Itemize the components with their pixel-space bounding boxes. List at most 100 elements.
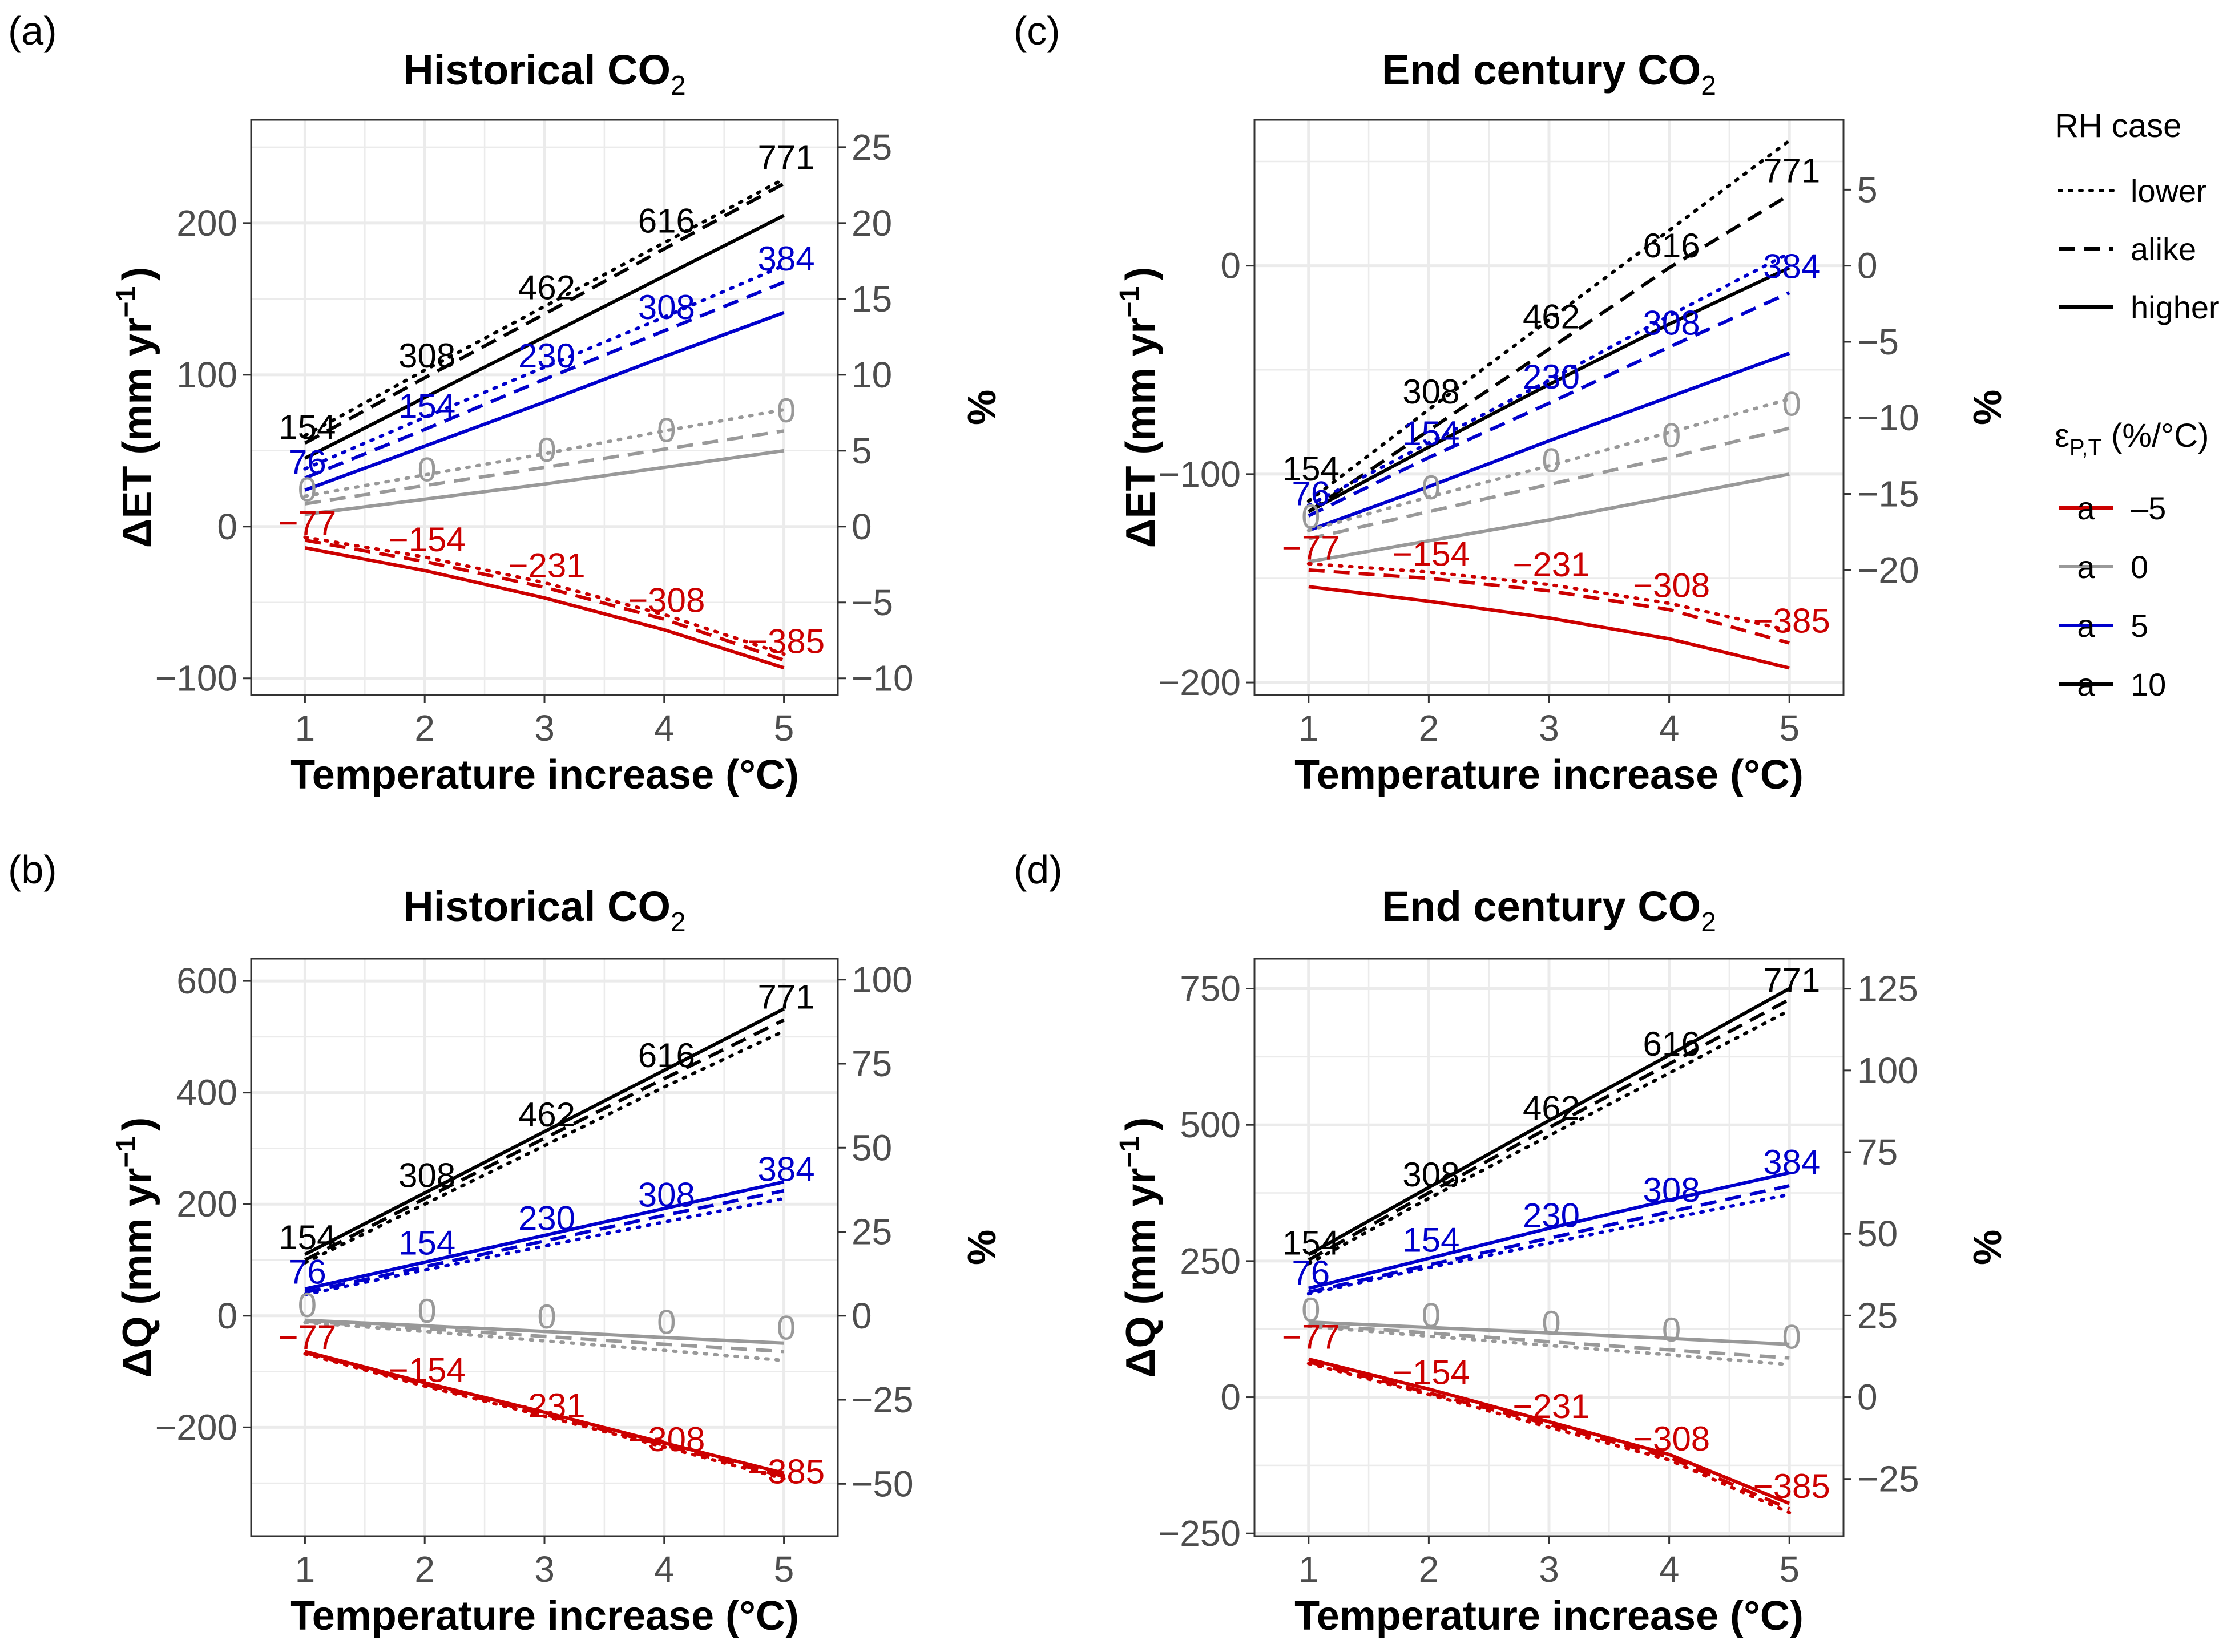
line-label-epsm5: −308: [628, 1420, 705, 1459]
line-label-epsm5: −385: [748, 1453, 825, 1491]
line-label-eps5: 308: [1643, 304, 1700, 342]
y-axis-title-end-d: ): [1118, 1117, 1164, 1131]
line-label-eps0: 0: [537, 1298, 556, 1336]
line-label-epsm5: −77: [279, 504, 337, 542]
grid-a: [251, 120, 838, 695]
line-label-eps10: 771: [1763, 961, 1820, 999]
legend-rh-item-alike: alike: [2059, 231, 2196, 267]
x-axis-title-a: Temperature increase (°C): [290, 752, 799, 798]
line-label-epsm5: −231: [508, 1387, 585, 1425]
panel-title-a: Historical CO2: [403, 46, 686, 101]
line-label-eps5: 308: [638, 1176, 695, 1214]
panel-title-main-d: End century CO: [1382, 883, 1701, 930]
line-label-eps5: 154: [398, 387, 455, 425]
series-line-eps5-higher: [304, 310, 785, 492]
line-label-eps0: 0: [1542, 441, 1560, 479]
series-line-eps10-alike: [1308, 997, 1790, 1262]
series-group-c: [1306, 139, 1792, 670]
y-tick-label: −200: [155, 1407, 237, 1448]
series-line-epsm5-higher: [304, 546, 785, 669]
y2-axis-title-a: %: [959, 390, 1004, 425]
y2-tick-label: −10: [1857, 397, 1919, 438]
line-label-eps0: 0: [298, 1286, 317, 1324]
line-label-eps5: 230: [1523, 358, 1580, 396]
y-tick-label: 0: [217, 1295, 237, 1336]
series-line-epsm5-alike: [304, 538, 785, 662]
line-label-epsm5: −231: [1512, 1387, 1589, 1425]
y2-tick-label: 50: [1857, 1213, 1898, 1254]
series-line-eps5-alike: [1308, 291, 1790, 518]
line-label-eps10: 308: [398, 1156, 455, 1194]
panel-title-d: End century CO2: [1382, 883, 1716, 938]
series-line-eps5-higher: [1308, 1171, 1790, 1290]
y2-tick-label: −50: [852, 1463, 914, 1504]
line-label-eps10: 771: [758, 978, 815, 1016]
line-label-eps0: 0: [298, 470, 317, 508]
line-label-eps5: 308: [1643, 1171, 1700, 1209]
line-label-epsm5: −308: [1633, 1420, 1710, 1458]
legend-eps-label: 0: [2131, 549, 2148, 585]
series-line-eps5-higher: [1308, 352, 1790, 532]
line-label-epsm5: −77: [279, 1318, 337, 1356]
series-line-eps10-lower: [303, 177, 786, 438]
line-label-eps10: 308: [398, 337, 455, 375]
series-line-epsm5-alike: [1308, 568, 1790, 645]
line-label-eps5: 384: [1763, 1143, 1820, 1181]
x-tick-label: 3: [1539, 708, 1559, 749]
series-line-eps10-alike: [304, 182, 785, 445]
line-label-eps0: 0: [657, 411, 676, 450]
panel-label-b: (b): [8, 847, 57, 892]
y-axis-title-end-a: ): [115, 267, 160, 281]
series-line-eps10-higher: [1308, 266, 1790, 514]
x-tick-label: 4: [654, 708, 675, 749]
y2-tick-label: 0: [852, 506, 872, 547]
line-label-epsm5: −385: [1753, 602, 1830, 640]
y-axis-title-b: ΔQ (mm yr−1): [111, 1117, 160, 1378]
series-line-eps10-alike: [304, 1018, 785, 1262]
y2-axis-title-d: %: [1965, 1230, 2010, 1265]
y-tick-label: 0: [217, 506, 237, 547]
line-label-eps0: 0: [1662, 416, 1681, 454]
series-line-eps0-alike: [304, 429, 785, 506]
series-line-epsm5-lower: [1306, 562, 1792, 632]
line-label-eps10: 616: [638, 1036, 695, 1075]
line-label-eps5: 154: [398, 1224, 455, 1262]
x-tick-label: 1: [1298, 1549, 1319, 1590]
y-axis-title-main-c: ΔET (mm yr: [1118, 317, 1164, 548]
line-label-eps5: 76: [288, 443, 326, 481]
line-label-eps0: 0: [1301, 498, 1320, 536]
series-line-eps0-lower: [303, 1320, 786, 1362]
line-label-eps5: 384: [758, 1150, 815, 1189]
line-label-epsm5: −77: [1282, 529, 1340, 567]
line-label-eps10: 771: [758, 138, 815, 176]
x-tick-label: 1: [295, 1549, 316, 1590]
y-tick-label: 0: [1220, 1377, 1241, 1418]
panel-title-main-b: Historical CO: [403, 883, 671, 930]
x-axis-title-d: Temperature increase (°C): [1294, 1593, 1804, 1639]
grid-d: [1254, 959, 1843, 1536]
line-label-eps10: 154: [279, 408, 336, 446]
legend-eps-glyph: a: [2077, 608, 2095, 644]
line-label-eps0: 0: [1422, 1296, 1441, 1334]
y2-tick-label: 125: [1857, 968, 1918, 1009]
y-axis-title-a: ΔET (mm yr−1): [111, 267, 160, 548]
legend-eps-label: –5: [2131, 490, 2166, 526]
y2-tick-label: 25: [852, 127, 892, 168]
y-axis-title-main-b: ΔQ (mm yr: [115, 1168, 160, 1378]
x-axis-title-c: Temperature increase (°C): [1294, 752, 1804, 798]
legend-eps-label: 5: [2131, 608, 2148, 644]
line-label-epsm5: −308: [1633, 566, 1710, 604]
y-tick-label: 750: [1180, 968, 1241, 1009]
y2-tick-label: 75: [852, 1043, 892, 1084]
y2-axis-title-b: %: [959, 1230, 1004, 1265]
line-label-epsm5: −77: [1282, 1318, 1340, 1356]
x-tick-label: 5: [774, 708, 794, 749]
panel-d: (d)End century CO21543084626167717615423…: [1014, 847, 2010, 1639]
legend-eps-label: 10: [2131, 667, 2166, 702]
y-tick-label: −100: [155, 658, 237, 699]
y2-tick-label: −25: [1857, 1459, 1919, 1500]
legend-eps-title-sub: P,T: [2069, 435, 2102, 460]
axes-c: 1 2 3 4 5 −200 −100 0 −20 −15 −10 −5 0 5: [1159, 169, 1919, 749]
